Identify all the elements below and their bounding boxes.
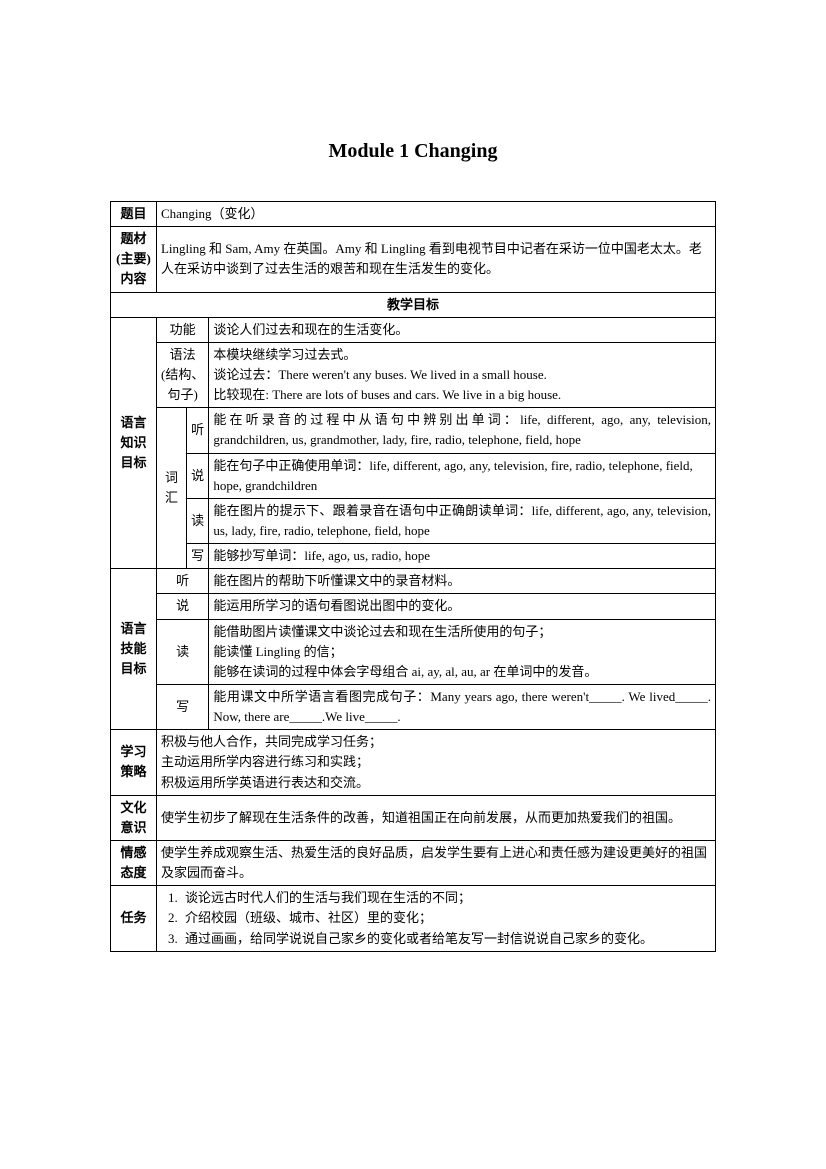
gongneng-label: 功能 — [156, 317, 208, 342]
yufa-value: 本模块继续学习过去式。 谈论过去：There weren't any buses… — [209, 342, 716, 407]
s-ting-label: 听 — [156, 569, 208, 594]
strategy-v1: 积极与他人合作，共同完成学习任务； — [161, 734, 382, 749]
emotion-value: 使学生养成观察生活、热爱生活的良好品质，启发学生要有上进心和责任感为建设更美好的… — [156, 840, 715, 885]
s-du-value: 能借助图片读懂课文中谈论过去和现在生活所使用的句子； 能读懂 Lingling … — [209, 619, 716, 684]
du-value: 能在图片的提示下、跟着录音在语句中正确朗读单词：life, different,… — [209, 498, 716, 543]
ticai-l2: (主要) — [116, 251, 151, 266]
ticai-value: Lingling 和 Sam, Amy 在英国。Amy 和 Lingling 看… — [156, 227, 715, 292]
xie-value: 能够抄写单词：life, ago, us, radio, hope — [209, 544, 716, 569]
table-row: 题目 Changing（变化） — [111, 202, 716, 227]
ting-value: 能在听录音的过程中从语句中辨别出单词：life, different, ago,… — [209, 408, 716, 453]
s-xie-label: 写 — [156, 684, 208, 729]
culture-label: 文化意识 — [111, 795, 157, 840]
s-xie-value: 能用课文中所学语言看图完成句子：Many years ago, there we… — [209, 684, 716, 729]
table-row: 语言 知识 目标 功能 谈论人们过去和现在的生活变化。 — [111, 317, 716, 342]
task-item-2: 介绍校园（班级、城市、社区）里的变化； — [181, 908, 711, 928]
strategy-label: 学习策略 — [111, 730, 157, 795]
task-value: 谈论远古时代人们的生活与我们现在生活的不同； 介绍校园（班级、城市、社区）里的变… — [156, 886, 715, 951]
yufa-l1: 语法 — [170, 347, 196, 362]
lang-skill-label: 语言 技能 目标 — [111, 569, 157, 730]
table-row: 语法 (结构、 句子) 本模块继续学习过去式。 谈论过去：There weren… — [111, 342, 716, 407]
ting-label: 听 — [186, 408, 208, 453]
s-du-v3: 能够在读词的过程中体会字母组合 ai, ay, al, au, ar 在单词中的… — [213, 664, 597, 679]
yufa-v2: 谈论过去：There weren't any buses. We lived i… — [213, 367, 547, 382]
gongneng-value: 谈论人们过去和现在的生活变化。 — [209, 317, 716, 342]
timu-label: 题目 — [111, 202, 157, 227]
lesson-plan-table: 题目 Changing（变化） 题材 (主要) 内容 Lingling 和 Sa… — [110, 201, 716, 952]
table-row: 教学目标 — [111, 292, 716, 317]
culture-value: 使学生初步了解现在生活条件的改善，知道祖国正在向前发展，从而更加热爱我们的祖国。 — [156, 795, 715, 840]
ticai-l3: 内容 — [120, 271, 146, 286]
table-row: 语言 技能 目标 听 能在图片的帮助下听懂课文中的录音材料。 — [111, 569, 716, 594]
du-label: 读 — [186, 498, 208, 543]
ticai-label: 题材 (主要) 内容 — [111, 227, 157, 292]
table-row: 文化意识 使学生初步了解现在生活条件的改善，知道祖国正在向前发展，从而更加热爱我… — [111, 795, 716, 840]
cihui-label: 词汇 — [156, 408, 186, 569]
table-row: 说 能在句子中正确使用单词：life, different, ago, any,… — [111, 453, 716, 498]
yufa-label: 语法 (结构、 句子) — [156, 342, 208, 407]
s-du-v1: 能借助图片读懂课文中谈论过去和现在生活所使用的句子； — [213, 624, 551, 639]
table-row: 任务 谈论远古时代人们的生活与我们现在生活的不同； 介绍校园（班级、城市、社区）… — [111, 886, 716, 951]
table-row: 情感态度 使学生养成观察生活、热爱生活的良好品质，启发学生要有上进心和责任感为建… — [111, 840, 716, 885]
ticai-l1: 题材 — [120, 231, 146, 246]
task-list: 谈论远古时代人们的生活与我们现在生活的不同； 介绍校园（班级、城市、社区）里的变… — [161, 888, 711, 948]
timu-value: Changing（变化） — [156, 202, 715, 227]
s-du-label: 读 — [156, 619, 208, 684]
emotion-label: 情感态度 — [111, 840, 157, 885]
xie-label: 写 — [186, 544, 208, 569]
yufa-l2: (结构、 — [161, 367, 204, 382]
page-title: Module 1 Changing — [110, 140, 716, 163]
s-du-v2: 能读懂 Lingling 的信； — [213, 644, 342, 659]
page-container: Module 1 Changing 题目 Changing（变化） 题材 (主要… — [0, 0, 826, 1012]
shuo-label: 说 — [186, 453, 208, 498]
yufa-l3: 句子) — [167, 387, 197, 402]
s-ting-value: 能在图片的帮助下听懂课文中的录音材料。 — [209, 569, 716, 594]
task-item-1: 谈论远古时代人们的生活与我们现在生活的不同； — [181, 888, 711, 908]
yufa-v1: 本模块继续学习过去式。 — [213, 347, 356, 362]
lang-know-label: 语言 知识 目标 — [111, 317, 157, 569]
goals-header: 教学目标 — [111, 292, 716, 317]
strategy-v3: 积极运用所学英语进行表达和交流。 — [161, 775, 369, 790]
task-item-3: 通过画画，给同学说说自己家乡的变化或者给笔友写一封信说说自己家乡的变化。 — [181, 929, 711, 949]
s-shuo-value: 能运用所学习的语句看图说出图中的变化。 — [209, 594, 716, 619]
table-row: 题材 (主要) 内容 Lingling 和 Sam, Amy 在英国。Amy 和… — [111, 227, 716, 292]
table-row: 学习策略 积极与他人合作，共同完成学习任务； 主动运用所学内容进行练习和实践； … — [111, 730, 716, 795]
table-row: 读 能在图片的提示下、跟着录音在语句中正确朗读单词：life, differen… — [111, 498, 716, 543]
shuo-value: 能在句子中正确使用单词：life, different, ago, any, t… — [209, 453, 716, 498]
task-label: 任务 — [111, 886, 157, 951]
yufa-v3: 比较现在: There are lots of buses and cars. … — [213, 387, 561, 402]
strategy-value: 积极与他人合作，共同完成学习任务； 主动运用所学内容进行练习和实践； 积极运用所… — [156, 730, 715, 795]
table-row: 读 能借助图片读懂课文中谈论过去和现在生活所使用的句子； 能读懂 Linglin… — [111, 619, 716, 684]
table-row: 说 能运用所学习的语句看图说出图中的变化。 — [111, 594, 716, 619]
strategy-v2: 主动运用所学内容进行练习和实践； — [161, 754, 369, 769]
table-row: 写 能用课文中所学语言看图完成句子：Many years ago, there … — [111, 684, 716, 729]
s-shuo-label: 说 — [156, 594, 208, 619]
table-row: 写 能够抄写单词：life, ago, us, radio, hope — [111, 544, 716, 569]
table-row: 词汇 听 能在听录音的过程中从语句中辨别出单词：life, different,… — [111, 408, 716, 453]
